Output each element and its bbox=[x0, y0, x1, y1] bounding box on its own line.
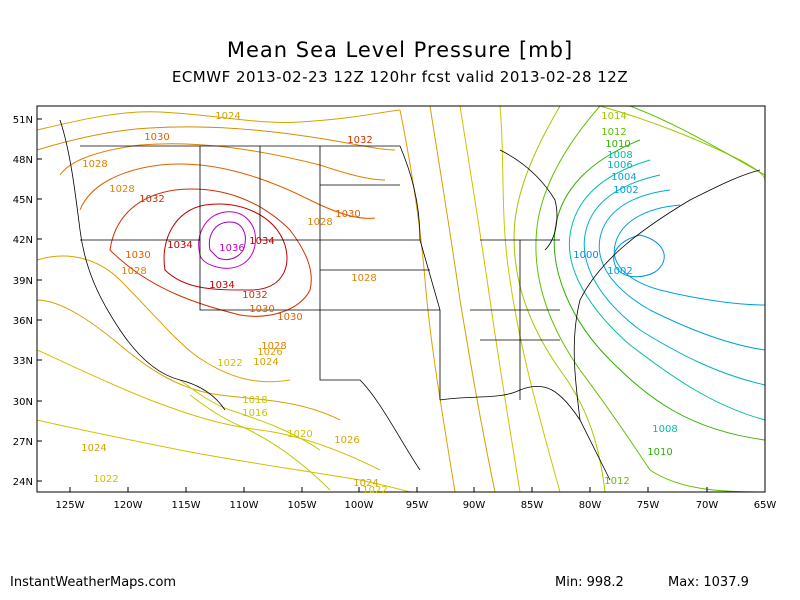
isobar-label: 1032 bbox=[347, 135, 372, 146]
latitude-label: 39N bbox=[13, 276, 33, 287]
geographic-borders bbox=[59, 119, 761, 481]
isobar-label: 1030 bbox=[249, 304, 274, 315]
source-credit: InstantWeatherMaps.com bbox=[10, 575, 177, 590]
isobar-label: 1010 bbox=[647, 447, 672, 458]
longitude-label: 125W bbox=[56, 500, 85, 511]
isobar-label: 1024 bbox=[353, 478, 378, 489]
latitude-label: 24N bbox=[13, 477, 33, 488]
longitude-label: 85W bbox=[521, 500, 544, 511]
isobar-label: 1020 bbox=[287, 429, 312, 440]
isobar-label: 1008 bbox=[607, 150, 632, 161]
isobar-label: 1008 bbox=[652, 424, 677, 435]
latitude-label: 48N bbox=[13, 155, 33, 166]
isobar-label: 1032 bbox=[139, 194, 164, 205]
latitude-axis: 51N 48N 45N 42N 39N 36N 33N 30N 27N 24N bbox=[13, 115, 42, 488]
isobar-label: 1028 bbox=[109, 184, 134, 195]
isobar-label: 1018 bbox=[242, 395, 267, 406]
longitude-label: 70W bbox=[696, 500, 719, 511]
longitude-label: 80W bbox=[579, 500, 602, 511]
isobar-label: 1024 bbox=[81, 443, 106, 454]
max-value: Max: 1037.9 bbox=[668, 575, 749, 590]
isobars bbox=[37, 106, 765, 492]
isobar-label: 1024 bbox=[253, 357, 278, 368]
longitude-label: 115W bbox=[172, 500, 201, 511]
isobar-label: 1024 bbox=[215, 111, 240, 122]
isobar-label: 1034 bbox=[249, 236, 274, 247]
isobar-label: 1014 bbox=[601, 111, 626, 122]
longitude-label: 110W bbox=[230, 500, 259, 511]
isobar-label: 1012 bbox=[604, 476, 629, 487]
longitude-label: 75W bbox=[637, 500, 660, 511]
min-value: Min: 998.2 bbox=[555, 575, 624, 590]
isobar-label: 1026 bbox=[257, 347, 282, 358]
map-title: Mean Sea Level Pressure [mb] bbox=[226, 38, 574, 62]
longitude-label: 65W bbox=[754, 500, 777, 511]
isobar-label: 1006 bbox=[607, 160, 632, 171]
latitude-label: 45N bbox=[13, 195, 33, 206]
isobar-label: 1002 bbox=[607, 266, 632, 277]
isobar-label: 1034 bbox=[209, 280, 234, 291]
latitude-label: 30N bbox=[13, 397, 33, 408]
longitude-label: 95W bbox=[406, 500, 429, 511]
longitude-axis: 125W 120W 115W 110W 105W 100W 95W 90W 85W 80W 75W 7… bbox=[56, 487, 777, 511]
latitude-label: 33N bbox=[13, 356, 33, 367]
isobar-label: 1032 bbox=[242, 290, 267, 301]
isobar-label: 1000 bbox=[573, 250, 598, 261]
isobar-label: 1028 bbox=[82, 159, 107, 170]
isobar-label: 1022 bbox=[93, 474, 118, 485]
latitude-label: 36N bbox=[13, 316, 33, 327]
longitude-label: 120W bbox=[114, 500, 143, 511]
isobar-label: 1022 bbox=[217, 358, 242, 369]
isobar-label: 1028 bbox=[307, 217, 332, 228]
isobar-label: 1028 bbox=[121, 266, 146, 277]
isobar-label: 1028 bbox=[351, 273, 376, 284]
map-subtitle: ECMWF 2013-02-23 12Z 120hr fcst valid 20… bbox=[171, 68, 629, 86]
isobar-label: 1004 bbox=[611, 172, 636, 183]
isobar-label: 1036 bbox=[219, 243, 244, 254]
isobar-label: 1030 bbox=[144, 132, 169, 143]
isobar-label: 1026 bbox=[334, 435, 359, 446]
isobar-label: 1022 bbox=[362, 485, 387, 496]
isobar-label: 1030 bbox=[277, 312, 302, 323]
isobar-label: 1016 bbox=[242, 408, 267, 419]
isobar-label: 1010 bbox=[605, 139, 630, 150]
map-frame bbox=[36, 105, 766, 493]
longitude-label: 90W bbox=[463, 500, 486, 511]
latitude-label: 27N bbox=[13, 437, 33, 448]
isobar-label: 1034 bbox=[167, 240, 192, 251]
isobar-label: 1002 bbox=[613, 185, 638, 196]
latitude-label: 42N bbox=[13, 235, 33, 246]
longitude-label: 100W bbox=[345, 500, 374, 511]
longitude-label: 105W bbox=[288, 500, 317, 511]
isobar-label: 1028 bbox=[261, 341, 286, 352]
isobar-label: 1030 bbox=[125, 250, 150, 261]
latitude-label: 51N bbox=[13, 115, 33, 126]
isobar-label: 1030 bbox=[335, 209, 360, 220]
isobar-label: 1012 bbox=[601, 127, 626, 138]
